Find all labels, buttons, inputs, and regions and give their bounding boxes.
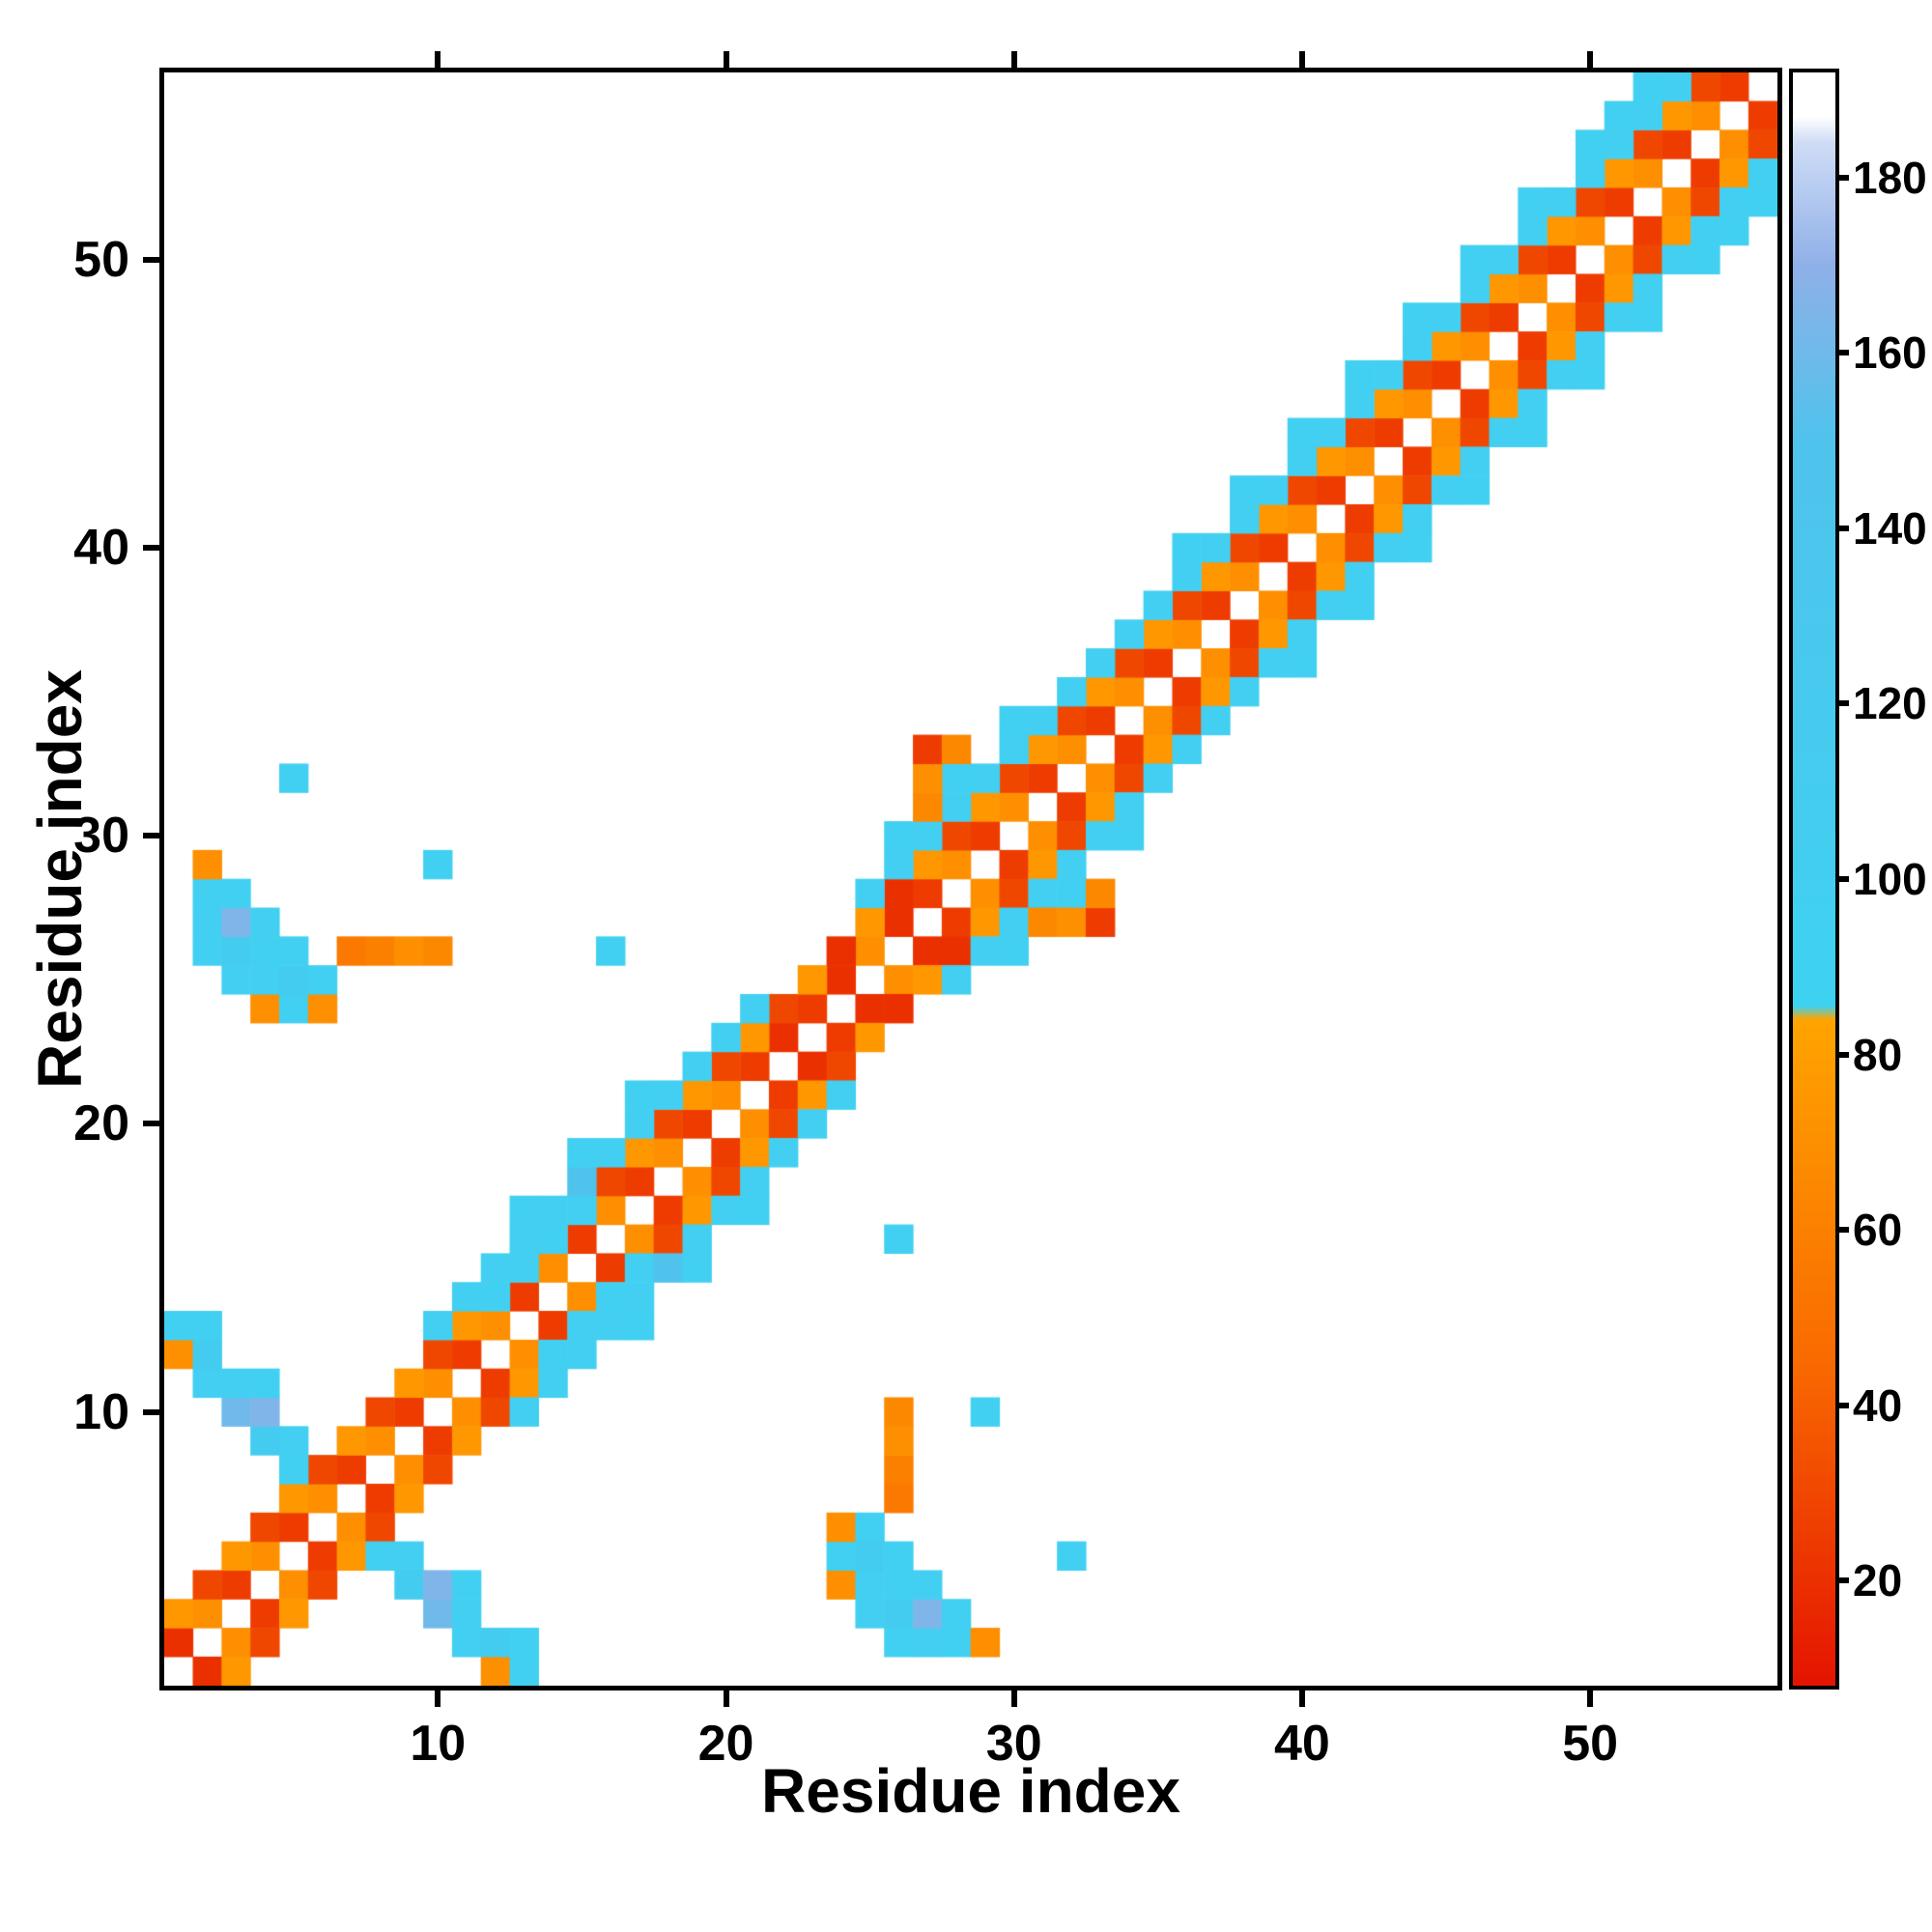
y-tick-label: 30	[73, 808, 129, 865]
colorbar-tick-label: 40	[1853, 1379, 1903, 1431]
colorbar-tick-label: 100	[1853, 854, 1927, 904]
colorbar-tick-mark	[1835, 1051, 1849, 1058]
x-axis-label: Residue index	[761, 1756, 1180, 1826]
y-tick-mark	[143, 545, 164, 552]
colorbar	[1789, 69, 1839, 1690]
x-tick-mark	[1587, 1686, 1594, 1707]
colorbar-tick-label: 180	[1853, 152, 1927, 203]
colorbar-tick-mark	[1835, 525, 1849, 531]
colorbar-tick-label: 160	[1853, 327, 1927, 379]
x-tick-mark-top	[1587, 51, 1594, 72]
x-tick-mark	[723, 1686, 729, 1707]
x-tick-mark	[1010, 1686, 1017, 1707]
heatmap-plot-area	[159, 68, 1782, 1690]
colorbar-tick-label: 120	[1853, 678, 1927, 729]
colorbar-tick-mark	[1835, 1227, 1849, 1234]
colorbar-tick-mark	[1835, 174, 1849, 181]
x-tick-mark-top	[435, 51, 441, 72]
colorbar-tick-mark	[1835, 350, 1849, 356]
x-tick-mark-top	[723, 51, 729, 72]
x-tick-mark	[435, 1686, 441, 1707]
colorbar-tick-mark	[1835, 700, 1849, 707]
colorbar-tick-label: 20	[1853, 1555, 1903, 1606]
y-tick-mark	[143, 256, 164, 263]
colorbar-tick-label: 80	[1853, 1029, 1903, 1080]
colorbar-tick-label: 140	[1853, 502, 1927, 554]
x-tick-mark	[1298, 1686, 1305, 1707]
x-tick-mark-top	[1010, 51, 1017, 72]
x-tick-label: 50	[1562, 1716, 1619, 1772]
colorbar-tick-mark	[1835, 876, 1849, 882]
y-tick-label: 20	[73, 1095, 129, 1152]
x-tick-label: 20	[697, 1716, 754, 1772]
x-tick-mark-top	[1298, 51, 1305, 72]
y-tick-label: 40	[73, 520, 129, 577]
y-tick-mark	[143, 833, 164, 839]
colorbar-tick-mark	[1835, 1402, 1849, 1408]
y-tick-mark	[143, 1408, 164, 1415]
x-tick-label: 30	[985, 1716, 1042, 1772]
colorbar-tick-label: 60	[1853, 1205, 1903, 1256]
y-axis-label: Residue index	[25, 669, 95, 1089]
colorbar-tick-mark	[1835, 1577, 1849, 1584]
x-tick-label: 40	[1274, 1716, 1330, 1772]
y-tick-mark	[143, 1121, 164, 1127]
y-tick-label: 10	[73, 1383, 129, 1440]
y-tick-label: 50	[73, 231, 129, 288]
x-tick-label: 10	[410, 1716, 467, 1772]
heatmap-canvas	[164, 72, 1777, 1686]
